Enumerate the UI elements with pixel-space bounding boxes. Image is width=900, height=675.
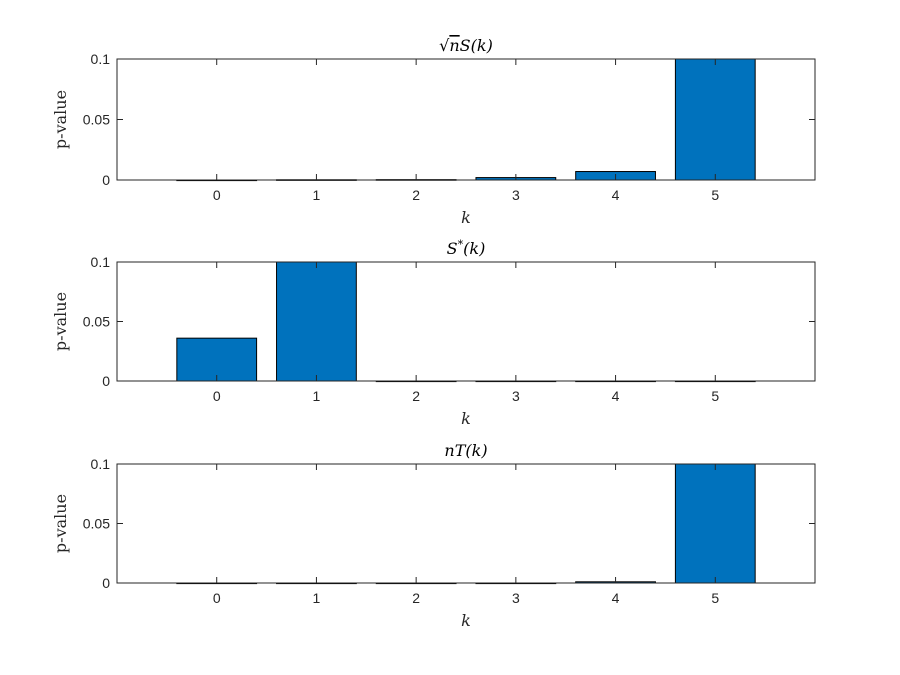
subplot-2: 0 1 2 3 4 5 0 0.05 0.1 p-value k S*(k) [51, 238, 816, 428]
x-tick-label: 2 [412, 388, 420, 404]
chart-title: √nS(k) [439, 36, 493, 55]
y-tick-label: 0.1 [91, 51, 111, 67]
x-tick-label: 5 [711, 187, 719, 203]
bar-1 [276, 261, 357, 382]
x-tick-label: 3 [512, 590, 520, 606]
x-tick-label: 1 [313, 388, 321, 404]
y-tick-label: 0 [102, 172, 110, 188]
bar-0 [176, 337, 258, 382]
y-tick-label: 0 [102, 373, 110, 389]
x-tick-label: 4 [612, 187, 620, 203]
x-axis-label: k [461, 611, 471, 630]
y-axis-label: p-value [51, 494, 70, 553]
x-tick-label: 3 [512, 388, 520, 404]
y-tick-label: 0.1 [91, 456, 111, 472]
x-tick-label: 1 [313, 590, 321, 606]
subplot-1: 0 1 2 3 4 5 0 0.05 0.1 p-value k √nS(k) [51, 36, 816, 227]
x-tick-label: 2 [412, 590, 420, 606]
x-tick-label: 5 [711, 388, 719, 404]
y-axis-label: p-value [51, 292, 70, 351]
subplot-3: 0 1 2 3 4 5 0 0.05 0.1 p-value k nT(k) [51, 441, 816, 630]
x-tick-label: 0 [213, 590, 221, 606]
x-tick-label: 0 [213, 187, 221, 203]
x-axis-label: k [461, 409, 471, 428]
bar-5 [674, 58, 756, 181]
y-tick-label: 0.1 [91, 254, 111, 270]
x-tick-label: 4 [612, 590, 620, 606]
x-tick-label: 2 [412, 187, 420, 203]
y-axis-label: p-value [51, 90, 70, 149]
x-tick-label: 1 [313, 187, 321, 203]
x-tick-label: 3 [512, 187, 520, 203]
x-tick-label: 5 [711, 590, 719, 606]
chart-title: S*(k) [447, 238, 486, 258]
y-tick-label: 0.05 [83, 314, 110, 330]
chart-title: nT(k) [444, 441, 487, 460]
y-tick-label: 0.05 [83, 112, 110, 128]
y-tick-label: 0.05 [83, 516, 110, 532]
x-axis-label: k [461, 208, 471, 227]
y-tick-label: 0 [102, 575, 110, 591]
x-tick-label: 0 [213, 388, 221, 404]
x-tick-label: 4 [612, 388, 620, 404]
bar-5 [674, 463, 756, 584]
